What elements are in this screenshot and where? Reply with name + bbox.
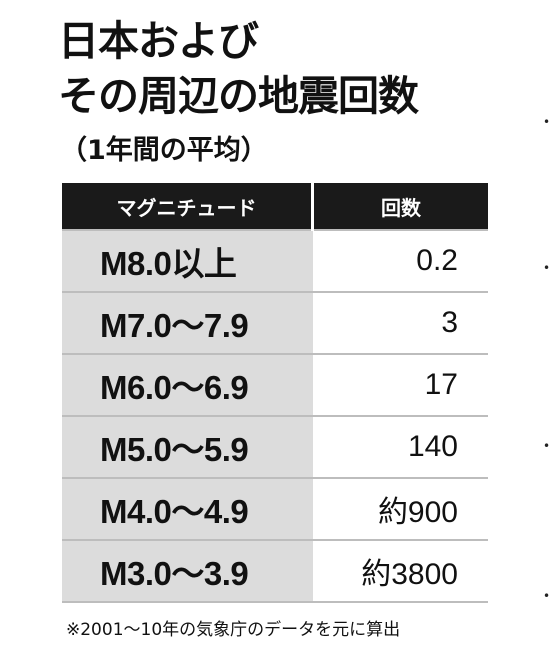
header-count: 回数 (312, 183, 488, 230)
earthquake-frequency-table: マグニチュード 回数 M8.0以上 0.2 M7.0～7.9 3 M6.0～6.… (62, 183, 488, 603)
table-row: M6.0～6.9 17 (62, 353, 488, 416)
adjacent-page-mark: • (543, 261, 551, 275)
count-cell: 140 (312, 415, 488, 478)
magnitude-cell: M4.0～4.9 (62, 477, 313, 540)
count-cell: 17 (312, 353, 488, 416)
table-header-row: マグニチュード 回数 (62, 183, 488, 230)
magnitude-cell: M6.0～6.9 (62, 353, 313, 416)
magnitude-cell: M8.0以上 (62, 229, 313, 292)
magnitude-cell: M5.0～5.9 (62, 415, 313, 478)
count-cell: 約3800 (312, 539, 488, 602)
table-row: M5.0～5.9 140 (62, 415, 488, 478)
magnitude-cell: M7.0～7.9 (62, 291, 313, 354)
page-title: 日本および その周辺の地震回数 (58, 14, 419, 124)
table-row: M7.0～7.9 3 (62, 291, 488, 354)
header-magnitude: マグニチュード (62, 183, 314, 230)
magnitude-cell: M3.0～3.9 (62, 539, 313, 602)
table-row: M3.0～3.9 約3800 (62, 539, 488, 602)
count-cell: 約900 (312, 477, 488, 540)
adjacent-page-mark: • (543, 439, 551, 453)
table-row: M4.0～4.9 約900 (62, 477, 488, 540)
count-cell: 0.2 (312, 229, 488, 292)
adjacent-page-mark: • (543, 589, 551, 603)
count-cell: 3 (312, 291, 488, 354)
footnote: ※2001～10年の気象庁のデータを元に算出 (66, 620, 401, 640)
adjacent-page-mark: • (543, 115, 551, 129)
subtitle: （1年間の平均） (60, 135, 268, 166)
title-line-1: 日本および (58, 17, 259, 65)
table-row: M8.0以上 0.2 (62, 229, 488, 292)
title-line-2: その周辺の地震回数 (58, 72, 419, 120)
